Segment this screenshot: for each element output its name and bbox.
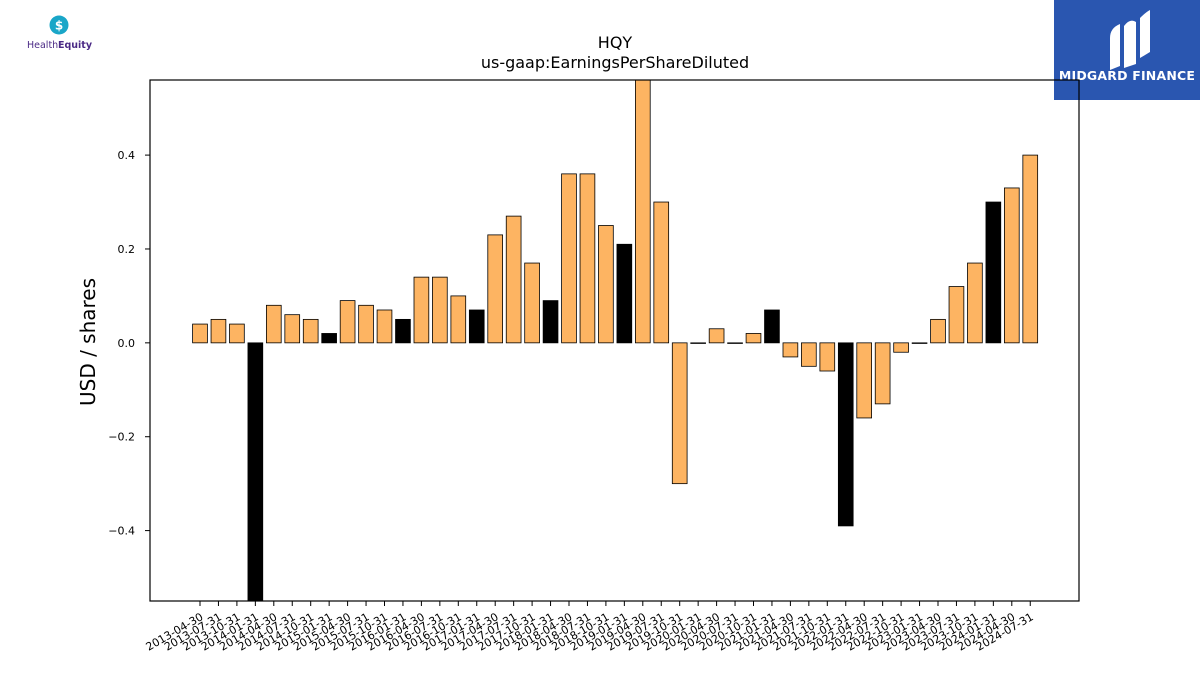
bar-2024-07-31	[1022, 154, 1039, 344]
y-tick-label: 0.0	[118, 337, 136, 350]
bar-2014-04-30	[265, 304, 282, 344]
bar-2013-10-31	[229, 323, 245, 344]
chart-subtitle: us-gaap:EarningsPerShareDiluted	[481, 53, 749, 72]
bar-2020-10-31	[745, 333, 762, 344]
y-tick-label: −0.2	[108, 431, 135, 444]
bar-2021-07-31	[801, 342, 817, 367]
bar-2021-10-31	[819, 342, 836, 372]
bar-2017-07-31	[505, 215, 522, 344]
bar-2018-07-31	[579, 173, 596, 344]
bar-2022-04-30	[856, 342, 872, 419]
bar-2016-01-31	[395, 318, 411, 344]
bar-2019-07-31	[653, 201, 670, 344]
bar-2024-04-30	[1004, 187, 1020, 344]
bar-2018-10-31	[598, 225, 614, 344]
bar-2015-04-30	[339, 300, 356, 344]
bar-2020-07-31	[727, 342, 743, 344]
bar-2015-07-31	[358, 304, 374, 344]
bar-2018-01-31	[542, 300, 559, 344]
bar-2013-04-30	[192, 323, 208, 344]
logo-text-health: Health	[27, 40, 58, 51]
bar-2014-10-31	[302, 318, 319, 344]
y-tick-label: 0.2	[118, 243, 136, 256]
bar-2023-10-31	[967, 262, 983, 344]
bar-2014-07-31	[284, 314, 301, 344]
bar-2024-01-31	[985, 201, 1002, 344]
bar-2019-01-31	[616, 243, 633, 344]
bar-2014-01-31	[247, 342, 264, 602]
bar-2017-04-30	[487, 234, 503, 344]
bar-2023-01-31	[911, 342, 928, 344]
chart-title: HQY	[598, 33, 633, 52]
bar-2015-10-31	[376, 309, 393, 344]
healthequity-logo: $ Health Equity	[22, 14, 102, 54]
bar-2021-01-31	[764, 309, 780, 344]
bar-2022-01-31	[837, 342, 854, 527]
bar-2016-04-30	[413, 276, 430, 344]
bar-2020-01-31	[690, 342, 706, 344]
logo-text-equity: Equity	[58, 40, 93, 51]
midgard-finance-text: MIDGARD FINANCE	[1058, 68, 1196, 83]
y-tick-label: −0.4	[108, 525, 135, 538]
bar-2017-01-31	[468, 309, 485, 344]
bar-2022-10-31	[893, 342, 909, 353]
bar-2023-07-31	[948, 286, 965, 344]
logo-circle-icon	[49, 15, 69, 35]
y-tick-label: 0.4	[118, 149, 136, 162]
bar-2016-07-31	[432, 276, 448, 344]
y-axis-label: USD / shares	[76, 278, 100, 406]
bar-2023-04-30	[930, 318, 946, 344]
bar-2015-01-31	[321, 333, 337, 344]
midgard-finance-logo: MIDGARD FINANCE	[1054, 0, 1200, 100]
bar-2020-04-30	[708, 328, 725, 344]
bar-2018-04-30	[561, 173, 577, 344]
midgard-mark-icon	[1110, 10, 1150, 70]
svg-text:$: $	[55, 19, 63, 33]
bar-2019-04-30	[635, 79, 651, 344]
bar-2021-04-30	[782, 342, 799, 358]
plot-frame	[149, 79, 1080, 602]
bar-2016-10-31	[450, 295, 467, 344]
bar-2019-10-31	[671, 342, 688, 485]
bar-2017-10-31	[524, 262, 540, 344]
bar-2013-07-31	[210, 318, 227, 344]
bar-2022-07-31	[874, 342, 891, 405]
